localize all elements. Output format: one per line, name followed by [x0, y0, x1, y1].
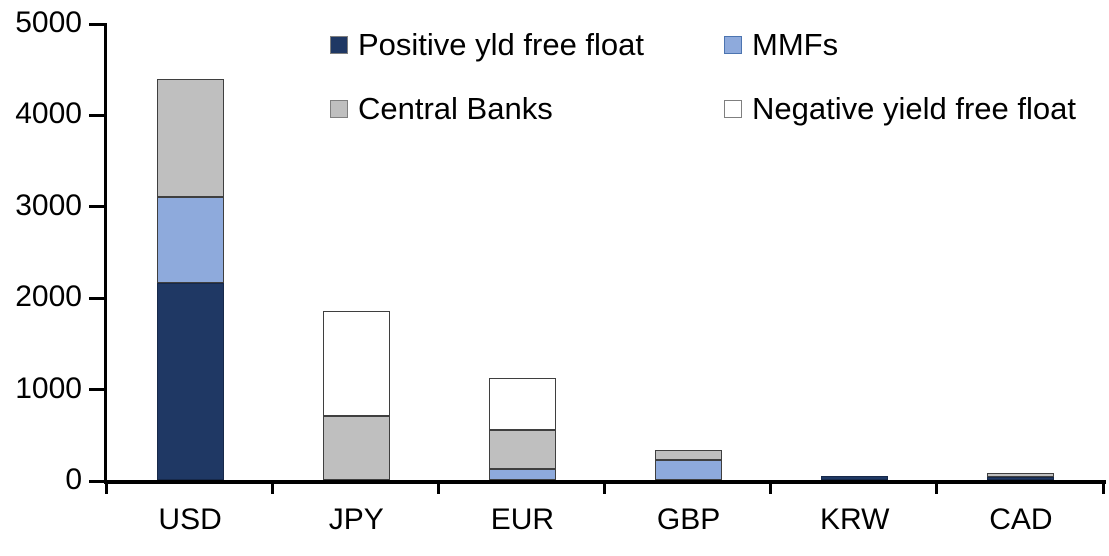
legend-entry: Central Banks: [330, 92, 553, 126]
bar-segment-central-banks: [655, 449, 723, 461]
y-axis-tick-label: 2000: [15, 280, 82, 314]
x-axis-category-label: JPY: [328, 503, 384, 536]
legend-swatch-icon: [330, 100, 348, 118]
bar-segment-central-banks: [156, 78, 224, 197]
y-axis-tick: [89, 22, 104, 26]
legend-label: Central Banks: [358, 91, 553, 126]
x-axis-tick: [935, 480, 939, 494]
bar-segment-central-banks: [987, 473, 1055, 477]
legend-label: Negative yield free float: [752, 91, 1076, 126]
bar-segment-central-banks: [488, 430, 556, 470]
y-axis-tick: [89, 388, 104, 392]
legend-entry: Negative yield free float: [724, 92, 1076, 126]
legend-entry: Positive yld free float: [330, 28, 644, 62]
bar-segment-positive-yld-free-float: [821, 475, 889, 480]
x-axis-category-label: CAD: [989, 503, 1053, 536]
y-axis-line: [104, 23, 107, 484]
x-axis-tick: [1101, 480, 1105, 494]
legend-label: Positive yld free float: [358, 27, 645, 62]
legend-swatch-icon: [330, 36, 348, 54]
y-axis-tick: [89, 296, 104, 300]
x-axis-tick: [104, 480, 108, 494]
y-axis-tick-label: 5000: [15, 6, 82, 39]
y-axis-tick: [89, 479, 104, 483]
legend-swatch-icon: [724, 100, 742, 118]
bar-segment-central-banks: [322, 416, 390, 480]
bar-segment-negative-yield-free-float: [488, 378, 556, 431]
y-axis-tick-label: 0: [65, 463, 82, 496]
y-axis-tick-label: 3000: [15, 188, 82, 222]
bar-segment-negative-yield-free-float: [322, 310, 390, 417]
x-axis-tick: [769, 480, 773, 494]
legend-entry: MMFs: [724, 28, 838, 62]
x-axis-category-label: GBP: [656, 503, 721, 536]
x-axis-category-label: EUR: [490, 503, 555, 536]
bar-segment-mmfs: [655, 460, 723, 480]
y-axis-tick-label: 4000: [15, 97, 82, 131]
x-axis-category-label: KRW: [820, 503, 890, 536]
y-axis-tick: [89, 113, 104, 117]
bar-segment-positive-yld-free-float: [987, 476, 1055, 480]
bar-segment-mmfs: [156, 196, 224, 284]
x-axis-tick: [436, 480, 440, 494]
x-axis-tick: [603, 480, 606, 494]
x-axis-category-label: USD: [158, 503, 222, 536]
y-axis-tick-label: 1000: [15, 371, 82, 405]
legend-swatch-icon: [724, 36, 742, 54]
legend-label: MMFs: [752, 27, 839, 62]
x-axis-tick: [270, 480, 274, 494]
y-axis-tick: [89, 205, 104, 209]
bar-segment-positive-yld-free-float: [156, 283, 224, 480]
bar-segment-mmfs: [488, 469, 556, 480]
